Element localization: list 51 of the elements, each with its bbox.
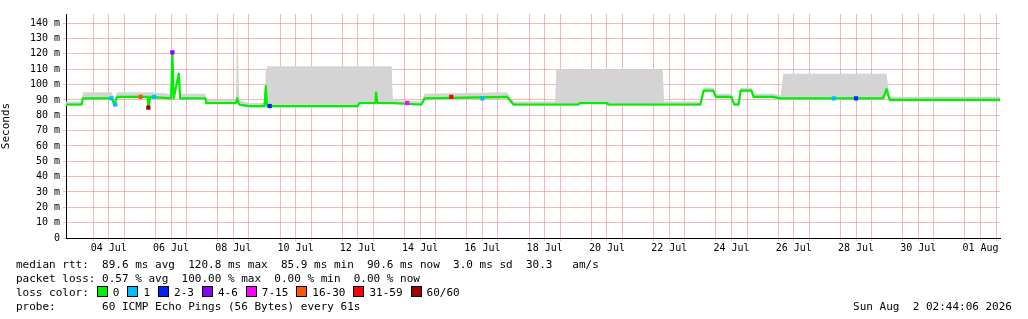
legend-label: 2-3 [174,286,194,299]
point [113,102,118,107]
y-tick-label: 140 m [29,16,60,28]
x-tick-label: 14 Jul [402,241,439,253]
legend-label: 16-30 [312,286,346,299]
text: Sun Aug 2 02:44:06 2026 [853,300,1012,313]
legend-label: 7-15 [261,286,289,299]
y-tick-label: 40 m [35,170,60,182]
y-tick-label: 120 m [29,47,60,59]
y-tick-label: 110 m [29,62,60,74]
x-tick-label: 04 Jul [90,241,127,253]
x-tick-label: 06 Jul [153,241,190,253]
text: probe: 60 ICMP Echo Pings (56 Bytes) every 61s [16,300,361,313]
x-tick-label: 30 Jul [900,241,937,253]
legend-title: loss color: [16,286,89,299]
y-tick-label: 90 m [35,93,60,105]
text: median rtt: 89.6 ms avg 120.8 ms max 85.9 ms min 90.6 ms now 3.0 ms sd 30.3 am/s [16,258,599,271]
y-tick-label: 30 m [35,185,60,197]
y-tick-label: 70 m [35,124,60,136]
x-tick-label: 24 Jul [713,241,750,253]
y-tick-label: 100 m [29,78,60,90]
y-tick-label: 20 m [35,200,60,212]
x-tick-label: 26 Jul [775,241,812,253]
point [480,96,485,101]
y-tick-label: 80 m [35,108,60,120]
legend-label: 0 [112,286,120,299]
y-tick-label: 130 m [29,32,60,44]
legend-label: 60/60 [426,286,460,299]
x-tick-label: 01 Aug [962,241,999,253]
x-tick-label: 18 Jul [526,241,563,253]
x-tick-label: 28 Jul [837,241,875,253]
x-tick-label: 16 Jul [464,241,501,253]
point [853,96,859,101]
y-tick-label: 50 m [35,154,60,166]
y-axis-title: Seconds [0,102,13,150]
point [146,105,151,110]
legend-label: 1 [143,286,151,299]
point [138,94,143,99]
x-tick-label: 10 Jul [277,241,314,253]
y-tick-label: 0 [53,231,60,243]
x-tick-label: 12 Jul [339,241,376,253]
point [109,96,114,101]
point [831,96,837,101]
y-tick-label: 10 m [35,216,60,228]
x-tick-label: 20 Jul [588,241,625,253]
legend-label: 4-6 [217,286,238,299]
x-tick-label: 08 Jul [215,241,252,253]
legend-label: 31-59 [369,286,403,299]
y-tick-label: 60 m [35,139,60,151]
text: packet loss: 0.57 % avg 100.00 % max 0.00 % min 0.00 % now [16,272,420,285]
x-tick-label: 22 Jul [651,241,688,253]
